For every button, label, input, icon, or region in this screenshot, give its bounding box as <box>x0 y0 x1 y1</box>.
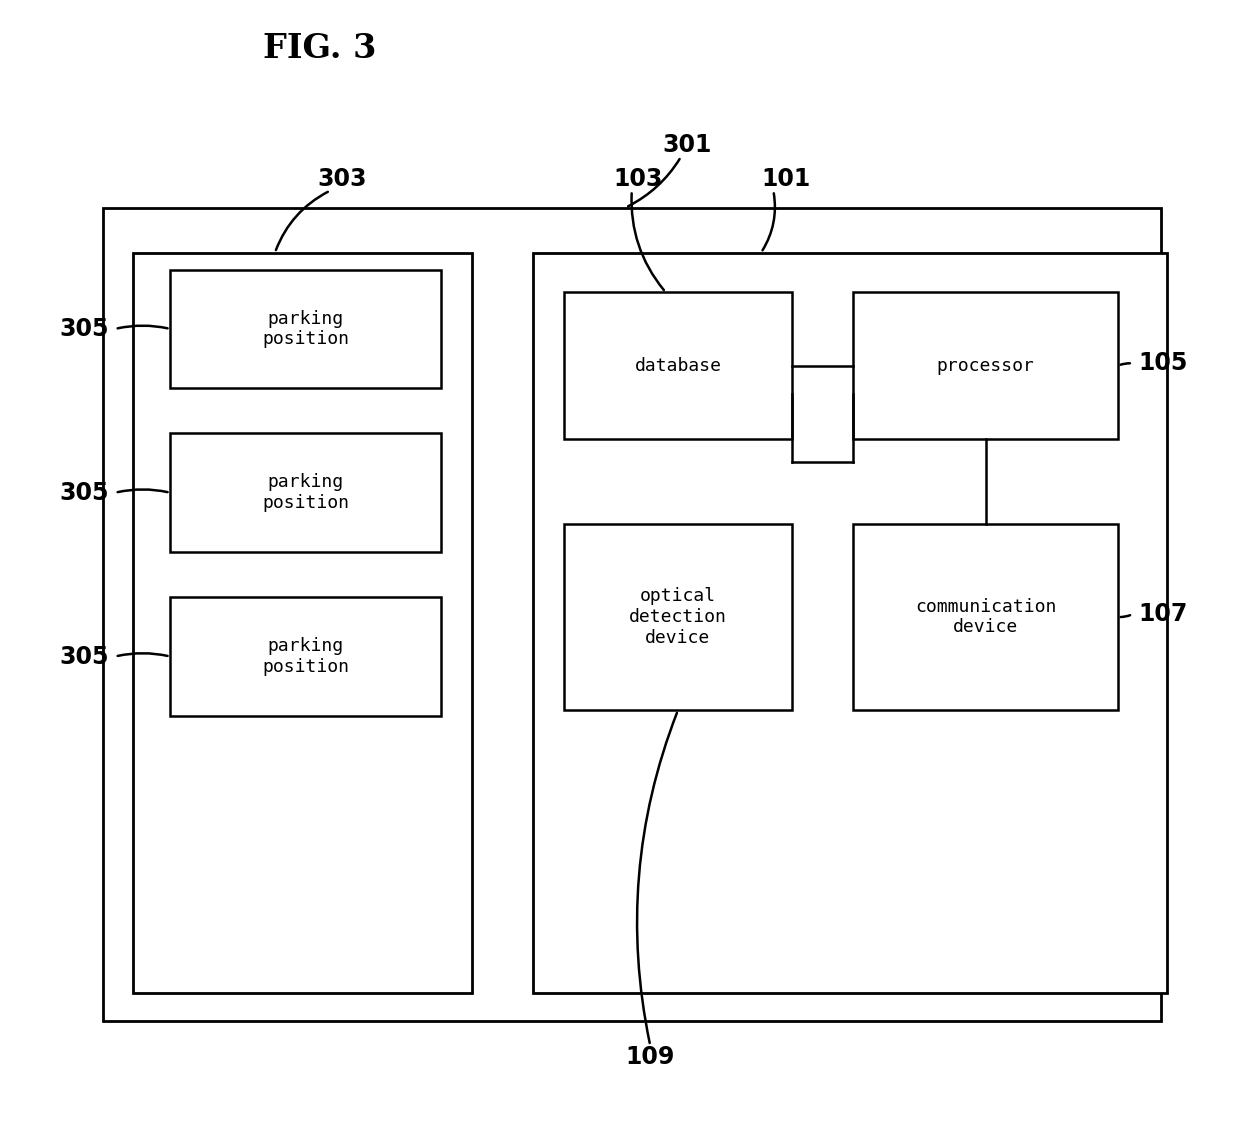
Text: 305: 305 <box>59 644 109 668</box>
Bar <box>170 434 441 552</box>
Text: parking
position: parking position <box>263 473 349 512</box>
Bar <box>533 253 1167 992</box>
Text: 103: 103 <box>613 167 663 191</box>
Text: 105: 105 <box>1139 352 1188 376</box>
Bar <box>854 292 1118 439</box>
Text: 305: 305 <box>59 318 109 341</box>
Text: parking
position: parking position <box>263 637 349 676</box>
Text: database: database <box>634 356 721 374</box>
Text: processor: processor <box>937 356 1035 374</box>
Bar <box>134 253 472 992</box>
Bar <box>564 292 792 439</box>
Text: optical
detection
device: optical detection device <box>629 587 727 646</box>
Text: 101: 101 <box>761 167 810 191</box>
Text: 305: 305 <box>59 480 109 505</box>
Bar <box>564 523 792 710</box>
Text: 109: 109 <box>626 1045 675 1069</box>
Bar <box>103 207 1161 1021</box>
Text: parking
position: parking position <box>263 310 349 348</box>
Text: 303: 303 <box>318 167 367 191</box>
Bar <box>170 270 441 388</box>
Bar <box>170 597 441 716</box>
Bar <box>854 523 1118 710</box>
Text: communication
device: communication device <box>914 597 1057 636</box>
Text: FIG. 3: FIG. 3 <box>263 32 375 65</box>
Text: 301: 301 <box>663 133 712 157</box>
Text: 107: 107 <box>1139 602 1188 626</box>
